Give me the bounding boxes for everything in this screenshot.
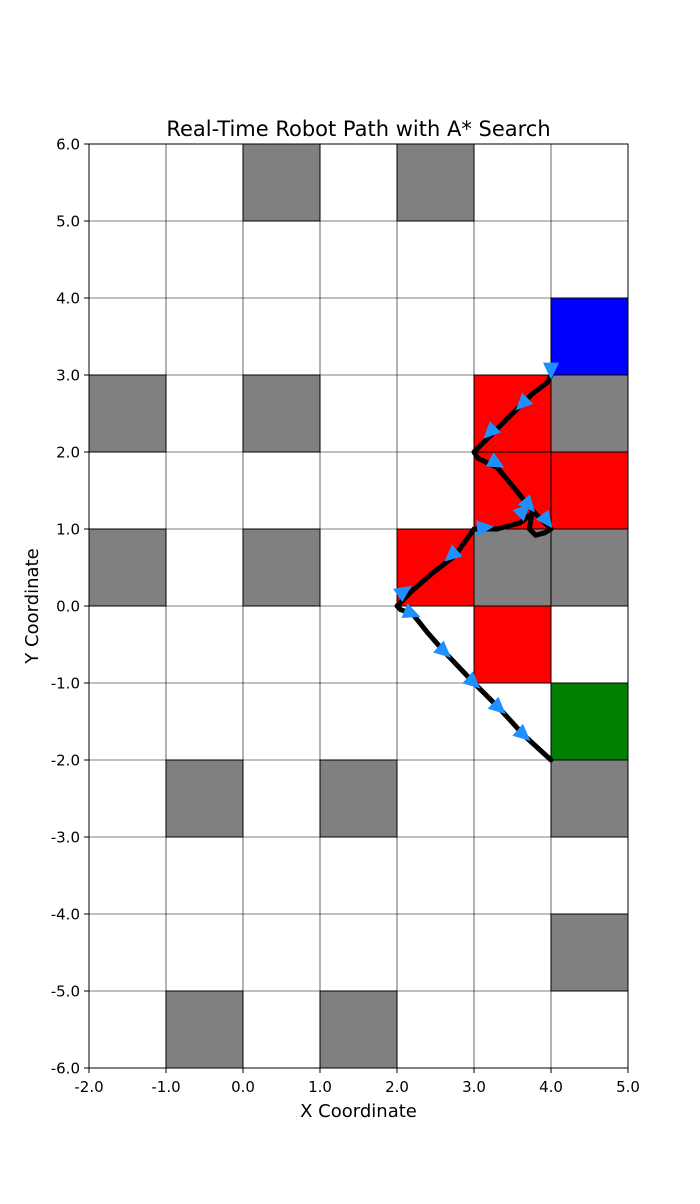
y-tick-label: 6.0 [56, 136, 80, 154]
y-tick-label: 0.0 [56, 598, 80, 616]
y-tick-label: 1.0 [56, 521, 80, 539]
x-tick-label: 4.0 [539, 1078, 563, 1096]
obstacle-cell [550, 374, 629, 453]
obstacle-cell [396, 143, 475, 222]
obstacle-cell [550, 528, 629, 607]
y-tick-label: -1.0 [51, 675, 80, 693]
x-tick-label: 3.0 [462, 1078, 486, 1096]
direction-arrow [517, 494, 535, 513]
direction-arrow [393, 585, 412, 602]
direction-arrow [433, 640, 452, 658]
direction-arrow [512, 503, 531, 522]
grid-cells-layer [88, 143, 629, 1069]
direction-arrow [401, 603, 421, 618]
robot-path-line [394, 372, 554, 763]
x-tick-label: 5.0 [616, 1078, 640, 1096]
direction-arrow [515, 392, 534, 411]
y-tick-label: -3.0 [51, 829, 80, 847]
direction-arrows-layer [393, 362, 559, 741]
direction-arrow [485, 452, 505, 468]
x-tick-label: -1.0 [151, 1078, 180, 1096]
y-tick-label: -5.0 [51, 983, 80, 1001]
obstacle-cell [88, 374, 167, 453]
y-tick-label: 3.0 [56, 367, 80, 385]
explored-cell [473, 605, 552, 684]
y-tick-label: -2.0 [51, 752, 80, 770]
explored-cell [550, 451, 629, 530]
obstacle-cell [319, 990, 398, 1069]
y-axis-label: Y Coordinate [22, 548, 43, 664]
y-tick-label: 2.0 [56, 444, 80, 462]
direction-arrow [543, 362, 559, 380]
y-tick-label: 4.0 [56, 290, 80, 308]
direction-arrow [512, 723, 531, 741]
obstacle-cell [550, 759, 629, 838]
obstacle-cell [242, 374, 321, 453]
robot-path-layer [394, 372, 554, 763]
obstacle-cell [242, 528, 321, 607]
obstacle-cell [473, 528, 552, 607]
direction-arrow [462, 671, 481, 689]
direction-arrow [487, 696, 506, 715]
goal-cell [550, 297, 629, 376]
y-tick-label: -4.0 [51, 906, 80, 924]
direction-arrow [535, 509, 553, 529]
y-tick-label: 5.0 [56, 213, 80, 231]
obstacle-cell [165, 759, 244, 838]
direction-arrow [444, 544, 463, 562]
obstacle-cell [550, 913, 629, 992]
obstacle-cell [319, 759, 398, 838]
start-cell [550, 682, 629, 761]
obstacle-cell [88, 528, 167, 607]
x-tick-label: 1.0 [308, 1078, 332, 1096]
direction-arrow [483, 421, 502, 439]
x-tick-label: -2.0 [74, 1078, 103, 1096]
obstacle-cell [165, 990, 244, 1069]
gridlines-layer [88, 143, 629, 1069]
y-tick-label: -6.0 [51, 1060, 80, 1078]
axis-ticks-layer: -2.0 -1.0 0.0 1.0 2.0 3.0 4.0 5.0 -6.0 -5.0 -4.0 -3… [51, 136, 640, 1097]
x-axis-label: X Coordinate [300, 1101, 417, 1122]
obstacle-cell [242, 143, 321, 222]
x-tick-label: 0.0 [231, 1078, 255, 1096]
direction-arrow [476, 520, 494, 537]
chart-title: Real-Time Robot Path with A* Search [166, 117, 550, 141]
x-tick-label: 2.0 [385, 1078, 409, 1096]
